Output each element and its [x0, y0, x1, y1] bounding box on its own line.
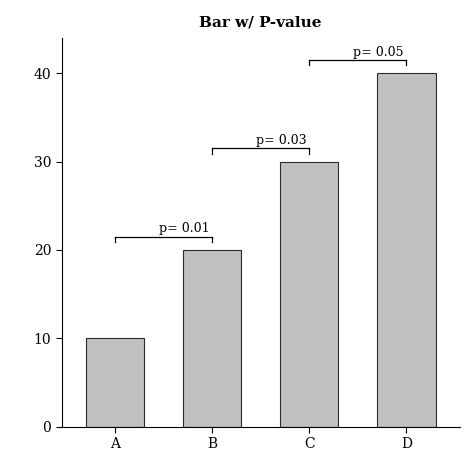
Title: Bar w/ P-value: Bar w/ P-value	[200, 16, 322, 30]
Text: p= 0.03: p= 0.03	[256, 134, 307, 147]
Bar	[86, 338, 144, 427]
Bar	[377, 73, 436, 427]
Bar	[183, 250, 241, 427]
Bar	[280, 162, 338, 427]
Text: p= 0.01: p= 0.01	[159, 222, 210, 236]
Text: p= 0.05: p= 0.05	[353, 46, 403, 59]
